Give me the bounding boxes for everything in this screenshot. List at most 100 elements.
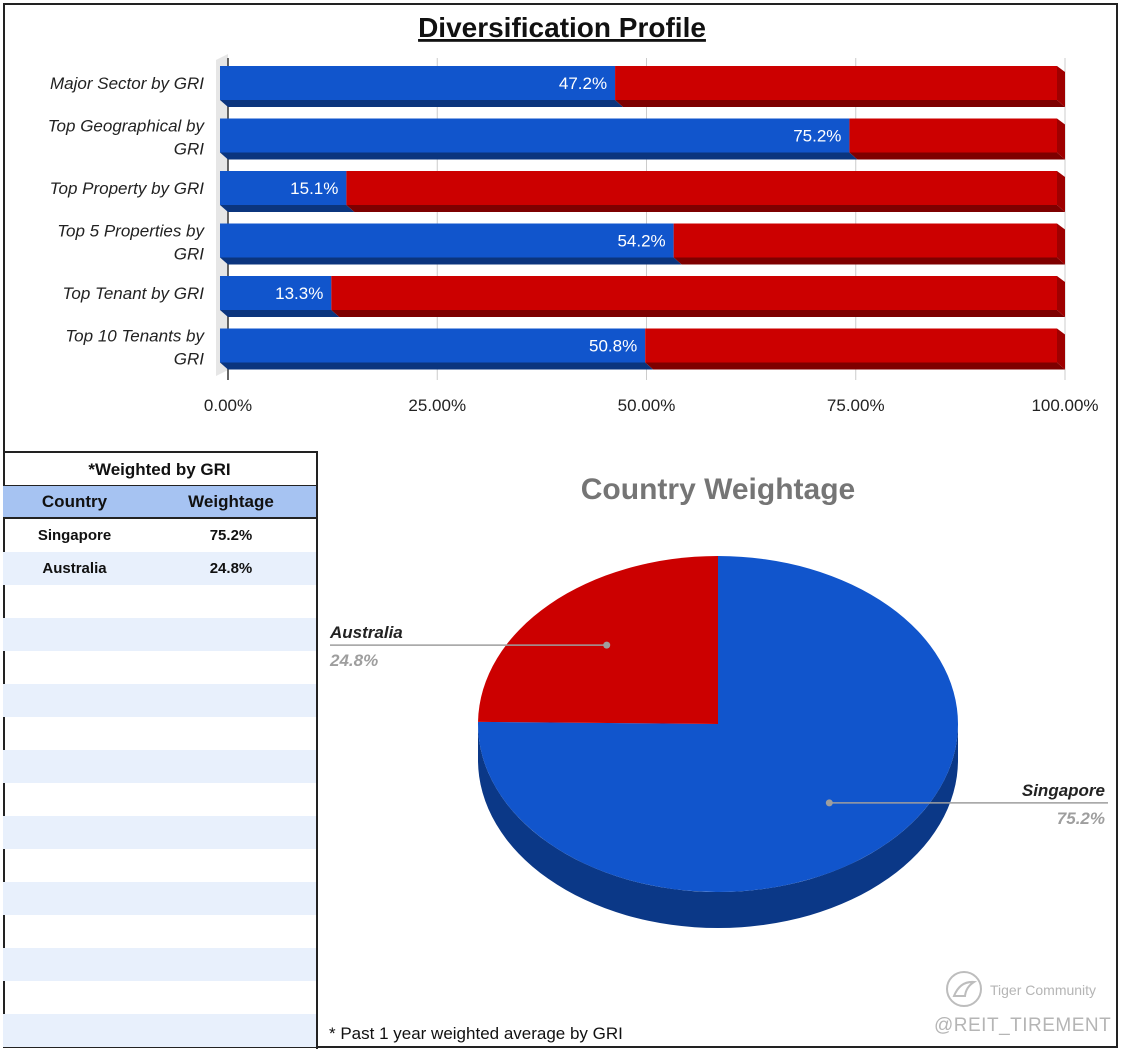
table-cell-weightage: 24.8% [209, 560, 253, 577]
table-row [3, 882, 316, 915]
table-row [3, 816, 316, 849]
bar-depth-face [220, 100, 624, 107]
bar-end-face [1057, 171, 1065, 212]
bar-depth-face [220, 205, 355, 212]
table-cell-country [3, 783, 146, 816]
bar-depth-face [346, 205, 1066, 212]
table-cell-country [3, 585, 146, 618]
x-tick-label: 50.00% [618, 396, 676, 415]
y-category-label: Top 10 Tenants by [65, 327, 205, 346]
bar-segment [346, 171, 1058, 205]
table-cell-weightage [146, 684, 316, 717]
table-cell-country [3, 651, 146, 684]
tiger-community-logo-icon [946, 971, 982, 1007]
table-row [3, 915, 316, 948]
bar-segment [645, 328, 1057, 363]
table-cell-country [3, 684, 146, 717]
bar-segment [220, 328, 646, 363]
table-cell-country [3, 750, 146, 783]
table-row [3, 783, 316, 816]
bar-segment [615, 66, 1057, 100]
table-body: Singapore 75.2% Australia 24.8% [3, 519, 316, 1047]
y-category-label: GRI [174, 350, 205, 369]
y-category-label: Top Geographical by [48, 117, 206, 136]
watermark-community: Tiger Community [990, 982, 1097, 998]
table-cell-weightage [146, 981, 316, 1014]
table-row [3, 717, 316, 750]
table-row [3, 849, 316, 882]
bar-end-face [1057, 66, 1065, 107]
bar-depth-face [673, 257, 1065, 265]
bar-segment [220, 223, 674, 258]
bar-depth-face [645, 362, 1065, 370]
bar-chart-title: Diversification Profile [418, 12, 706, 43]
table-cell-country [3, 717, 146, 750]
bar-depth-face [220, 257, 682, 265]
bar-end-face [1057, 276, 1065, 317]
diversification-bar-chart: Diversification Profile 47.2% 75.2% 15.1% 5… [48, 12, 1099, 415]
x-tick-label: 100.00% [1031, 396, 1098, 415]
x-tick-label: 0.00% [204, 396, 252, 415]
x-tick-label: 25.00% [408, 396, 466, 415]
table-cell-country [3, 1014, 146, 1047]
bar-segment [673, 223, 1057, 258]
table-cell-country [3, 882, 146, 915]
y-category-label: GRI [174, 245, 205, 264]
bar-depth-face [849, 152, 1065, 160]
bar-segment [220, 118, 850, 153]
table-header-row: Country Weightage [3, 486, 316, 519]
y-category-label: Top Tenant by GRI [63, 284, 205, 303]
pie-slice-value: 24.8% [329, 651, 378, 670]
bar-segment [220, 276, 332, 310]
table-cell-weightage [146, 750, 316, 783]
country-weightage-pie-chart: Country Weightage Singapore 75.2% Australi… [329, 473, 1108, 928]
bar-segment [220, 66, 616, 100]
table-cell-weightage [146, 618, 316, 651]
pie-chart-title: Country Weightage [581, 473, 855, 506]
table-row [3, 750, 316, 783]
bar-data-label: 13.3% [275, 284, 323, 303]
bar-data-label: 15.1% [290, 179, 338, 198]
bar-depth-face [615, 100, 1065, 107]
watermark-handle: @REIT_TIREMENT [934, 1015, 1112, 1036]
x-tick-label: 75.00% [827, 396, 885, 415]
figure-frame [3, 3, 1118, 1048]
pie-slice-value: 75.2% [1057, 809, 1105, 828]
table-cell-country: Singapore [37, 527, 112, 544]
table-cell-weightage [146, 882, 316, 915]
weighted-by-gri-table: *Weighted by GRI Country Weightage Singa… [3, 451, 318, 1049]
pie-slice-australia [478, 556, 718, 724]
table-cell-weightage [146, 849, 316, 882]
bar-segment [331, 276, 1057, 310]
bar-segment [849, 118, 1057, 153]
table-cell-country: Australia [42, 560, 107, 577]
bar-data-label: 75.2% [793, 127, 841, 146]
bar-depth-face [331, 310, 1065, 317]
table-cell-weightage [146, 783, 316, 816]
bar-depth-face [220, 310, 340, 317]
table-cell-weightage [146, 1014, 316, 1047]
y-category-label: Top Property by GRI [50, 179, 205, 198]
table-cell-weightage [146, 816, 316, 849]
bar-end-face [1057, 118, 1065, 160]
table-row [3, 618, 316, 651]
bar-data-label: 50.8% [589, 337, 637, 356]
table-header-country: Country [41, 492, 108, 511]
bar-data-label: 54.2% [617, 232, 665, 251]
table-header-weightage: Weightage [188, 492, 274, 511]
bar-depth-face [220, 152, 858, 160]
table-cell-country [3, 948, 146, 981]
table-row [3, 948, 316, 981]
table-row: Singapore 75.2% [3, 519, 316, 552]
table-cell-country [3, 981, 146, 1014]
table-cell-country [3, 849, 146, 882]
table-cell-country [3, 915, 146, 948]
table-cell-country [3, 618, 146, 651]
table-row [3, 585, 316, 618]
bar-depth-face [220, 362, 654, 370]
table-row [3, 1014, 316, 1047]
table-cell-weightage [146, 717, 316, 750]
bar-segment [220, 171, 347, 205]
table-cell-country [3, 816, 146, 849]
y-category-label: Major Sector by GRI [50, 74, 204, 93]
